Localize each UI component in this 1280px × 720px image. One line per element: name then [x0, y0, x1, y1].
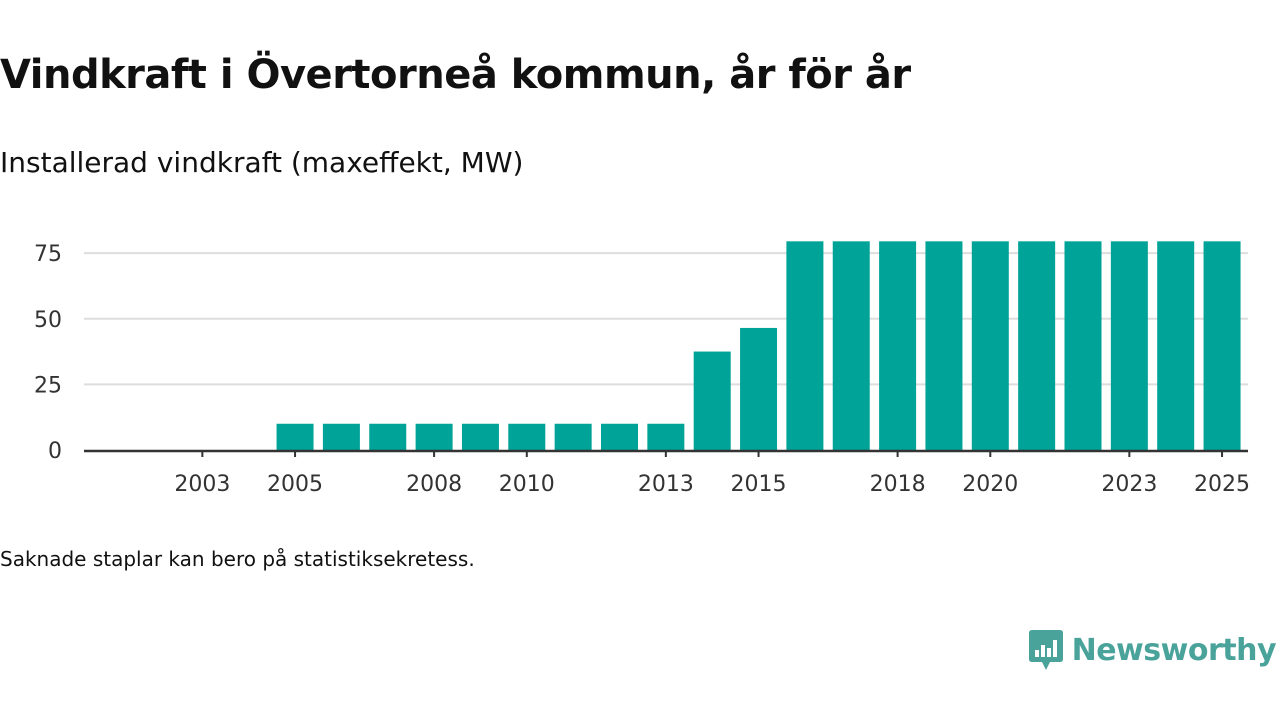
bars [276, 241, 1241, 450]
bar-2022[interactable] [1064, 241, 1102, 450]
y-tick-label: 50 [34, 308, 62, 333]
bar-2015[interactable] [740, 327, 778, 450]
bar-2011[interactable] [554, 423, 592, 450]
bar-2010[interactable] [508, 423, 546, 450]
bar-2016[interactable] [786, 241, 824, 450]
chart-subtitle: Installerad vindkraft (maxeffekt, MW) [0, 146, 524, 179]
x-axis-ticks: 2003 2005 2008 2010 2013 2015 2018 2020 2023 2025 [174, 451, 1250, 497]
x-tick-label: 2025 [1194, 472, 1250, 497]
x-tick-label: 2005 [267, 472, 323, 497]
bar-2008[interactable] [415, 423, 453, 450]
bar-2021[interactable] [1018, 241, 1056, 450]
footnote: Saknade staplar kan bero på statistiksek… [0, 547, 475, 571]
bar-2012[interactable] [601, 423, 638, 450]
brand-name: Newsworthy [1071, 632, 1277, 668]
bar-2019[interactable] [925, 241, 963, 450]
bar-2005[interactable] [276, 423, 314, 450]
chart-title: Vindkraft i Övertorneå kommun, år för år [0, 52, 911, 98]
x-tick-label: 2008 [406, 472, 462, 497]
bar-2006[interactable] [322, 423, 360, 450]
bar-2009[interactable] [461, 423, 499, 450]
bar-chart: 0 25 50 75 2003 2005 2008 2010 2013 2015 2018 2020… [34, 241, 1250, 497]
x-tick-label: 2020 [962, 472, 1018, 497]
bar-2014[interactable] [693, 351, 731, 450]
x-tick-label: 2013 [638, 472, 694, 497]
x-tick-label: 2018 [870, 472, 926, 497]
bar-2018[interactable] [879, 241, 917, 450]
bar-2013[interactable] [647, 423, 685, 450]
bar-2023[interactable] [1110, 241, 1148, 450]
bar-2020[interactable] [971, 241, 1009, 450]
x-tick-label: 2003 [174, 472, 230, 497]
bar-2024[interactable] [1157, 241, 1195, 450]
x-tick-label: 2010 [499, 472, 555, 497]
x-tick-label: 2023 [1101, 472, 1157, 497]
brand-logo[interactable]: Newsworthy [1028, 628, 1277, 672]
y-tick-label: 0 [48, 439, 62, 464]
y-axis-ticks: 0 25 50 75 [34, 242, 62, 464]
x-tick-label: 2015 [731, 472, 787, 497]
bar-2025[interactable] [1203, 241, 1241, 450]
y-tick-label: 25 [34, 373, 62, 398]
newsworthy-logo-icon [1028, 630, 1063, 670]
y-tick-label: 75 [34, 242, 62, 267]
bar-2017[interactable] [832, 241, 870, 450]
bar-2007[interactable] [369, 423, 407, 450]
